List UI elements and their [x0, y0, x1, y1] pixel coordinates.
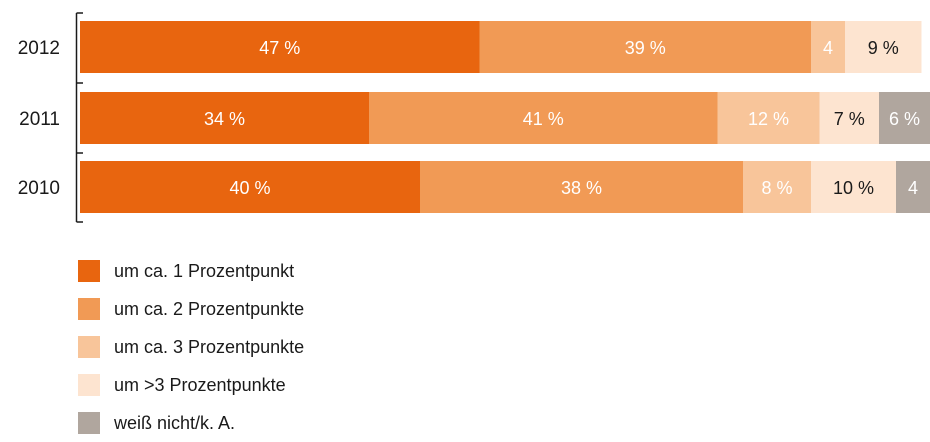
data-label-2010-series-4: 10 % [833, 178, 874, 198]
data-label-2011-series-4: 7 % [834, 109, 865, 129]
legend-label: weiß nicht/k. A. [114, 412, 236, 433]
bar-2010-series-5 [896, 161, 930, 213]
data-label-2012-series-4: 9 % [868, 38, 899, 58]
category-label-2010: 2010 [18, 178, 60, 199]
bar-2012-series-3 [811, 21, 845, 73]
legend-label: um ca. 1 Prozentpunkt [114, 260, 295, 281]
bar-2012-series-2 [479, 21, 811, 73]
data-label-2010-series-5: 4 [908, 178, 918, 198]
legend-swatch [78, 374, 100, 396]
stacked-bar-chart: 47 % 39 % 4 9 % 34 % 41 % 12 % 7 % 6 % 40 % 38 % 8 … [18, 12, 930, 223]
legend-item-2: um ca. 2 Prozentpunkte [78, 290, 304, 328]
legend-item-5: weiß nicht/k. A. [78, 404, 304, 442]
legend-item-3: um ca. 3 Prozentpunkte [78, 328, 304, 366]
bar-2012-series-1 [80, 21, 480, 73]
data-label-2010-series-3: 8 % [761, 178, 792, 198]
category-label-2012: 2012 [18, 38, 60, 59]
bar-2011-series-1 [80, 92, 369, 144]
bar-2011-series-2 [369, 92, 718, 144]
legend-swatch [78, 412, 100, 434]
legend-label: um ca. 2 Prozentpunkte [114, 298, 305, 319]
legend-label: um ca. 3 Prozentpunkte [114, 336, 305, 357]
data-label-2011-series-5: 6 % [889, 109, 920, 129]
data-label-2010-series-1: 40 % [229, 178, 270, 198]
data-label-2011-series-3: 12 % [748, 109, 789, 129]
legend: um ca. 1 Prozentpunkt um ca. 2 Prozentpun… [78, 252, 304, 442]
bars: 47 % 39 % 4 9 % 34 % 41 % 12 % 7 % 6 % 40 % 38 % 8 … [80, 21, 930, 213]
legend-label: um >3 Prozentpunkte [114, 374, 286, 395]
legend-swatch [78, 260, 100, 282]
legend-item-1: um ca. 1 Prozentpunkt [78, 252, 304, 290]
category-labels: 2012 2011 2010 [18, 38, 60, 199]
bar-2010-series-3 [743, 161, 811, 213]
bar-2010-series-4 [811, 161, 896, 213]
category-label-2011: 2011 [19, 109, 60, 130]
bar-2010-series-2 [420, 161, 743, 213]
data-label-2011-series-2: 41 % [523, 109, 564, 129]
legend-swatch [78, 298, 100, 320]
data-label-2011-series-1: 34 % [204, 109, 245, 129]
legend-swatch [78, 336, 100, 358]
legend-item-4: um >3 Prozentpunkte [78, 366, 304, 404]
bar-2011-series-5 [879, 92, 930, 144]
bar-2010-series-1 [80, 161, 420, 213]
bar-2011-series-4 [819, 92, 879, 144]
bar-2011-series-3 [717, 92, 820, 144]
data-label-2010-series-2: 38 % [561, 178, 602, 198]
data-label-2012-series-2: 39 % [625, 38, 666, 58]
data-label-2012-series-3: 4 [823, 38, 833, 58]
category-axis [75, 12, 83, 223]
bar-2012-series-4 [845, 21, 922, 73]
data-label-2012-series-1: 47 % [259, 38, 300, 58]
